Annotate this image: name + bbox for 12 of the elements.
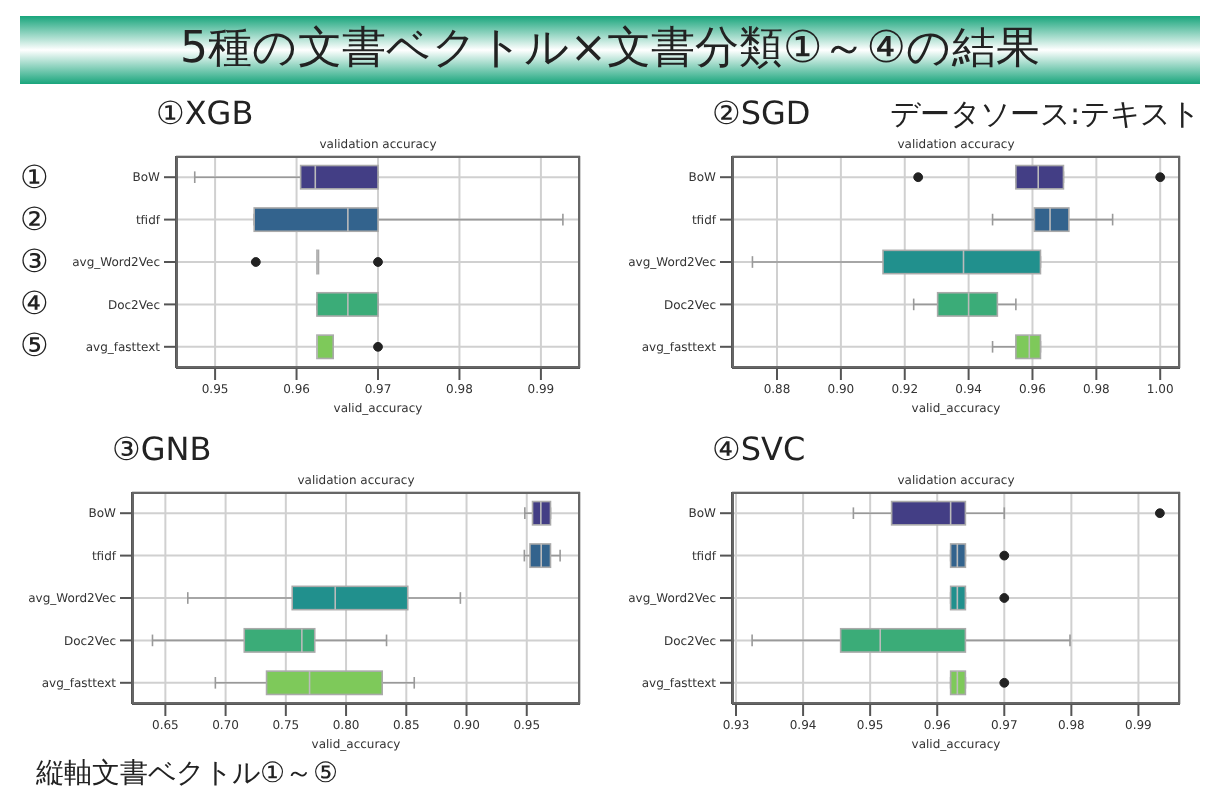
chart-title: ①XGB (156, 94, 254, 132)
chart-title: ④SVC (712, 430, 806, 468)
text: ③ (20, 242, 49, 282)
chart-title: ②SGD (712, 94, 811, 132)
text: ④ (20, 284, 49, 325)
chart-title: ③GNB (112, 430, 212, 468)
text: ⑤ (20, 326, 49, 367)
text: 5種の文書ベクトル×文書分類①～④の結果 (20, 16, 1200, 84)
text: 縦軸文書ベクトル①～⑤ (36, 756, 339, 792)
text: ② (20, 199, 49, 240)
text: ① (20, 157, 49, 198)
text: データソース:テキスト (889, 96, 1200, 134)
